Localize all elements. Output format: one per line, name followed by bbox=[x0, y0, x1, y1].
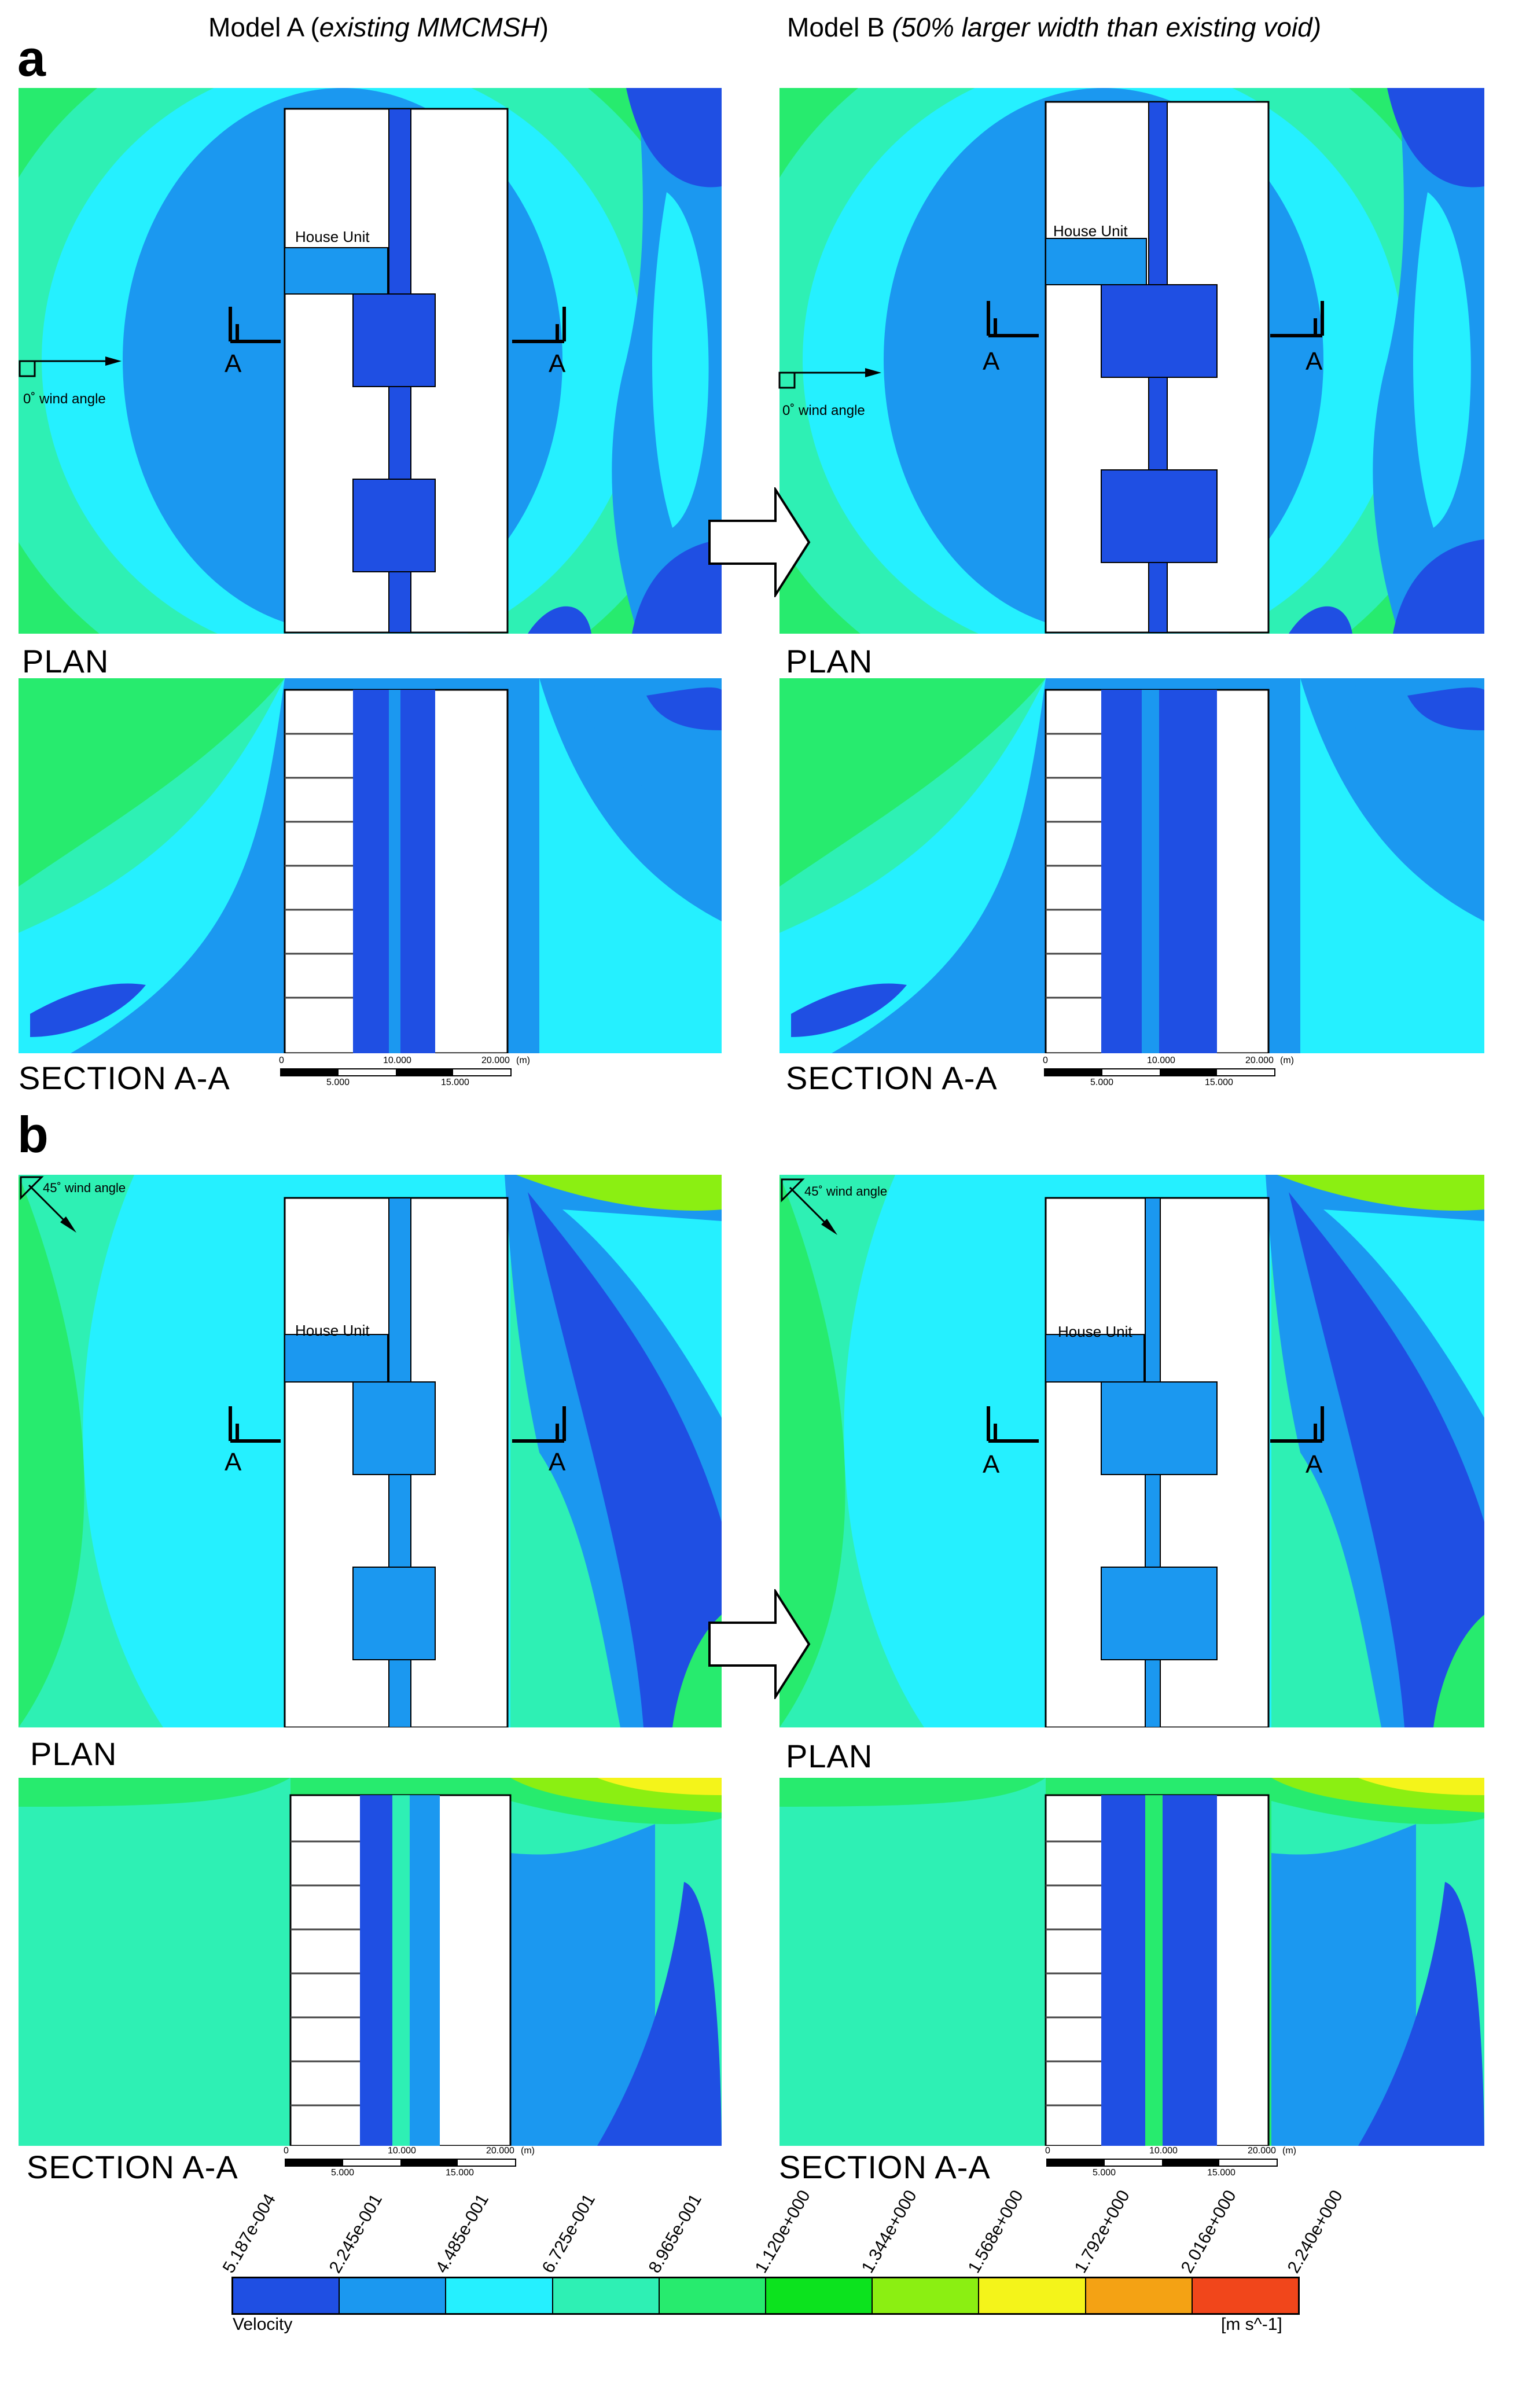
cut-marker-label: A bbox=[549, 1448, 566, 1476]
section-b-letter: b bbox=[17, 1106, 49, 1163]
section-label: SECTION A-A bbox=[19, 1060, 230, 1096]
section-label: SECTION A-A bbox=[779, 2149, 991, 2185]
plan-a-model-a bbox=[19, 88, 722, 634]
scale-bar: 0 10.000 20.000 (m) 5.000 15.000 bbox=[279, 1056, 530, 1087]
scale-bar: 0 10.000 20.000 (m) 5.000 15.000 bbox=[284, 2146, 535, 2178]
legend-swatch bbox=[1084, 2278, 1192, 2313]
plan-label: PLAN bbox=[22, 643, 109, 679]
legend-tick-label: 1.568e+000 bbox=[964, 2187, 1027, 2277]
transition-arrow-icon bbox=[708, 1589, 811, 1699]
section-a-model-b bbox=[779, 678, 1484, 1053]
legend-swatch bbox=[1191, 2278, 1299, 2313]
legend-tick-labels: 5.187e-004 2.245e-001 4.485e-001 6.725e-001… bbox=[219, 2187, 1347, 2277]
section-a-model-a bbox=[19, 678, 722, 1053]
legend-tick-label: 1.344e+000 bbox=[858, 2187, 921, 2277]
scale-bar: 0 10.000 20.000 (m) 5.000 15.000 bbox=[1045, 2146, 1296, 2178]
legend-tick-label: 5.187e-004 bbox=[219, 2190, 280, 2277]
cut-marker-label: A bbox=[549, 350, 566, 378]
wind-angle-label: 0˚ wind angle bbox=[782, 403, 865, 418]
house-unit-label: House Unit bbox=[1058, 1323, 1132, 1340]
transition-arrow-icon bbox=[708, 487, 811, 597]
section-label: SECTION A-A bbox=[27, 2149, 238, 2185]
cut-marker-label: A bbox=[983, 1450, 1000, 1479]
legend-title: Velocity bbox=[233, 2315, 293, 2334]
section-cut-marker bbox=[512, 1406, 566, 1443]
plan-label: PLAN bbox=[786, 1738, 873, 1774]
legend-swatch bbox=[233, 2278, 339, 2313]
house-unit-label: House Unit bbox=[295, 228, 370, 245]
cut-marker-label: A bbox=[1306, 1450, 1323, 1479]
section-cut-marker bbox=[1270, 301, 1324, 337]
section-a-letter: a bbox=[17, 30, 46, 87]
wind-angle-label: 45˚ wind angle bbox=[804, 1184, 888, 1199]
section-cut-marker bbox=[229, 307, 281, 343]
section-cut-marker bbox=[987, 301, 1039, 337]
plan-a-model-b bbox=[779, 88, 1484, 634]
velocity-color-bar bbox=[231, 2277, 1300, 2315]
legend-swatch bbox=[339, 2278, 446, 2313]
legend-tick-label: 4.485e-001 bbox=[432, 2190, 493, 2277]
house-unit-label: House Unit bbox=[295, 1322, 370, 1339]
legend-tick-label: 1.120e+000 bbox=[751, 2187, 814, 2277]
cut-marker-label: A bbox=[983, 347, 1000, 376]
legend-tick-label: 8.965e-001 bbox=[645, 2190, 706, 2277]
plan-b-model-a bbox=[19, 1175, 722, 1727]
wind-angle-label: 45˚ wind angle bbox=[43, 1181, 126, 1195]
cut-marker-label: A bbox=[1306, 347, 1323, 376]
cut-marker-label: A bbox=[225, 350, 242, 378]
section-b-model-a bbox=[19, 1778, 722, 2146]
legend-swatch bbox=[445, 2278, 552, 2313]
wind-arrow-icon bbox=[20, 1176, 76, 1233]
legend-swatch bbox=[658, 2278, 766, 2313]
model-a-title: Model A (existing MMCMSH) bbox=[208, 12, 549, 42]
plan-label: PLAN bbox=[30, 1736, 117, 1772]
scale-bar: 0 10.000 20.000 (m) 5.000 15.000 bbox=[1043, 1056, 1294, 1087]
section-label: SECTION A-A bbox=[786, 1060, 998, 1096]
wind-angle-label: 0˚ wind angle bbox=[23, 391, 106, 407]
cut-marker-label: A bbox=[225, 1448, 242, 1476]
section-cut-marker bbox=[987, 1406, 1039, 1443]
legend-swatch bbox=[551, 2278, 659, 2313]
legend-tick-label: 6.725e-001 bbox=[538, 2190, 600, 2277]
wind-arrow-icon bbox=[781, 1178, 837, 1235]
wind-arrow-icon bbox=[19, 356, 122, 377]
legend-swatch bbox=[978, 2278, 1085, 2313]
plan-label: PLAN bbox=[786, 643, 873, 679]
wind-arrow-icon bbox=[778, 368, 881, 389]
section-cut-marker bbox=[512, 307, 566, 343]
plan-b-model-b bbox=[779, 1175, 1484, 1727]
section-b-model-b bbox=[779, 1778, 1484, 2146]
section-cut-marker bbox=[1270, 1406, 1324, 1443]
legend-swatch bbox=[765, 2278, 872, 2313]
legend-tick-label: 2.016e+000 bbox=[1177, 2187, 1240, 2277]
legend-tick-label: 1.792e+000 bbox=[1071, 2187, 1134, 2277]
section-cut-marker bbox=[229, 1406, 281, 1443]
model-b-title: Model B (50% larger width than existing … bbox=[787, 12, 1322, 42]
house-unit-label: House Unit bbox=[1053, 222, 1128, 240]
legend-tick-label: 2.245e-001 bbox=[325, 2190, 387, 2277]
legend-tick-label: 2.240e+000 bbox=[1284, 2187, 1347, 2277]
legend-unit: [m s^-1] bbox=[1221, 2315, 1282, 2334]
legend-swatch bbox=[872, 2278, 979, 2313]
